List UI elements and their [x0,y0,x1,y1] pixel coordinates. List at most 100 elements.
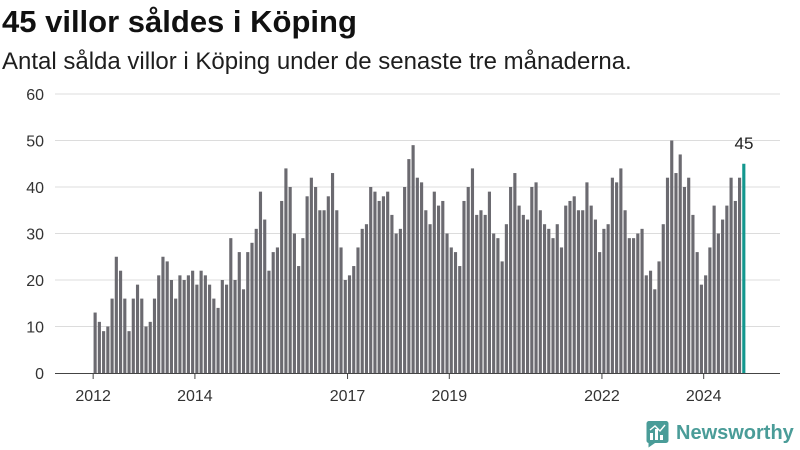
bar [386,191,390,373]
bar [237,252,241,373]
bar [678,154,682,373]
bar [140,298,144,373]
bar [509,187,513,373]
bar [704,275,708,373]
bar [517,205,521,373]
bar [356,247,360,373]
bar [564,205,568,373]
bar [449,247,453,373]
bar [258,191,263,373]
bar [411,145,415,373]
newsworthy-logo: Newsworthy [645,420,797,448]
bar [538,210,542,373]
bar [93,312,97,373]
bar [458,266,462,373]
bar [593,219,597,373]
newsworthy-logo-text: Newsworthy [676,422,794,444]
bar [314,187,318,373]
bar [407,159,411,373]
highlighted-bar [742,163,746,373]
bar [275,247,280,373]
bar [102,331,106,373]
bar [729,177,733,373]
bar [144,326,148,373]
highlight-value-label: 45 [735,134,754,153]
bar [110,298,114,373]
bar [445,233,449,373]
bar [199,270,203,373]
bar [602,228,606,373]
bar [428,224,432,373]
bar [513,173,517,373]
bar [254,228,258,373]
bar [381,196,385,373]
bar [182,280,186,373]
x-tick-label: 2019 [432,388,468,405]
bar [403,187,407,373]
bar [203,275,207,373]
bar [339,247,343,373]
bar [224,284,229,373]
bar [436,205,441,373]
bar [152,298,157,373]
bar [657,261,661,373]
bar [738,177,742,373]
bar [695,252,699,373]
bar [475,214,479,373]
x-tick-label: 2024 [686,388,722,405]
bar [610,177,614,373]
bar [284,168,288,373]
bar [691,214,695,373]
bar [309,177,313,373]
bar [551,238,555,373]
bar [453,252,458,373]
bar [665,177,670,373]
x-tick-label: 2012 [75,388,111,405]
chart-subtitle: Antal sålda villor i Köping under de sen… [2,48,632,75]
bar [241,289,246,373]
bar [373,191,377,373]
bar [415,177,419,373]
bar [216,307,220,373]
bar [394,233,398,373]
bar [250,242,254,373]
bar [114,256,118,373]
bar [687,177,691,373]
bar [364,224,369,373]
chart-title: 45 villor såldes i Köping [2,4,357,39]
bar [530,187,534,373]
bar [492,233,496,373]
bar [606,224,610,373]
x-tick-label: 2014 [177,388,213,405]
bar [576,210,581,373]
bar [670,140,674,373]
newsworthy-chart-bubble-icon [646,421,669,448]
bar [369,187,373,373]
bar [178,275,182,373]
bar [352,266,356,373]
bar [127,331,131,373]
bar [157,275,161,373]
bar [165,261,169,373]
bar [441,200,445,373]
bar [119,270,123,373]
bar [699,284,703,373]
bar [721,219,725,373]
bar [653,289,657,373]
y-tick-label: 20 [26,273,44,290]
bar [212,298,216,373]
bar [432,191,436,373]
bar [288,187,292,373]
bar [131,298,135,373]
bar [195,284,199,373]
bar [572,196,576,373]
bar [233,280,237,373]
bar [632,238,636,373]
bar [615,182,619,373]
bar [496,238,500,373]
bar [97,321,101,373]
bar [661,224,665,373]
bar [627,238,631,373]
bar [547,228,551,373]
